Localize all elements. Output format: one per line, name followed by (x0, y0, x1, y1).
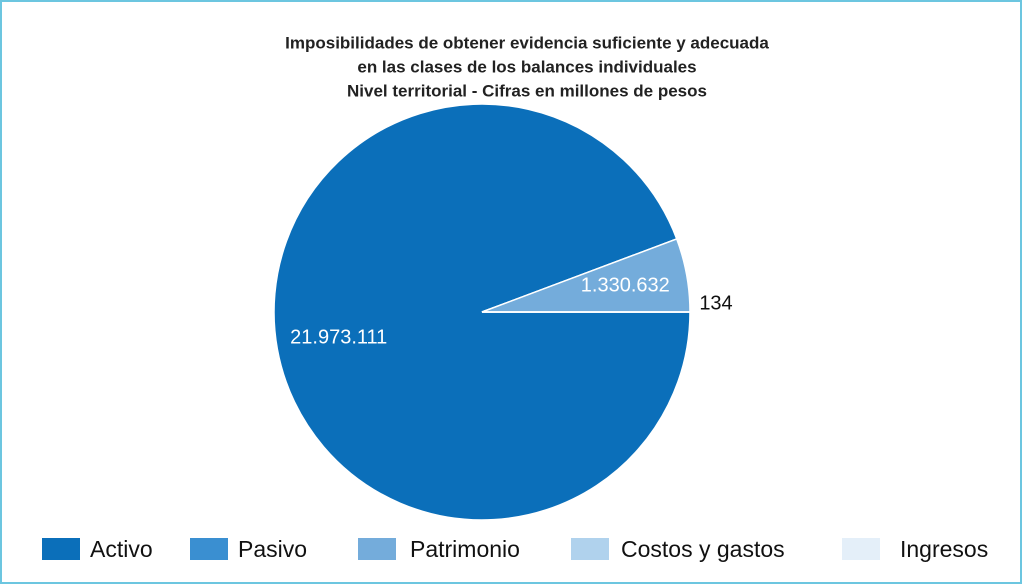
legend-label: Patrimonio (410, 536, 520, 562)
legend-swatch (190, 538, 228, 560)
legend-label: Ingresos (900, 536, 988, 562)
data-label: 1.330.632 (581, 274, 670, 296)
chart-title: Imposibilidades de obtener evidencia suf… (285, 33, 769, 52)
data-label: 21.973.111 (290, 326, 387, 348)
legend-swatch (571, 538, 609, 560)
chart-title: en las clases de los balances individual… (357, 57, 696, 76)
legend-label: Pasivo (238, 536, 307, 562)
legend-swatch (358, 538, 396, 560)
legend-swatch (42, 538, 80, 560)
legend-label: Activo (90, 536, 153, 562)
data-label: 134 (699, 292, 732, 314)
legend-label: Costos y gastos (621, 536, 785, 562)
legend-swatch (842, 538, 880, 560)
chart-title: Nivel territorial - Cifras en millones d… (347, 81, 707, 100)
